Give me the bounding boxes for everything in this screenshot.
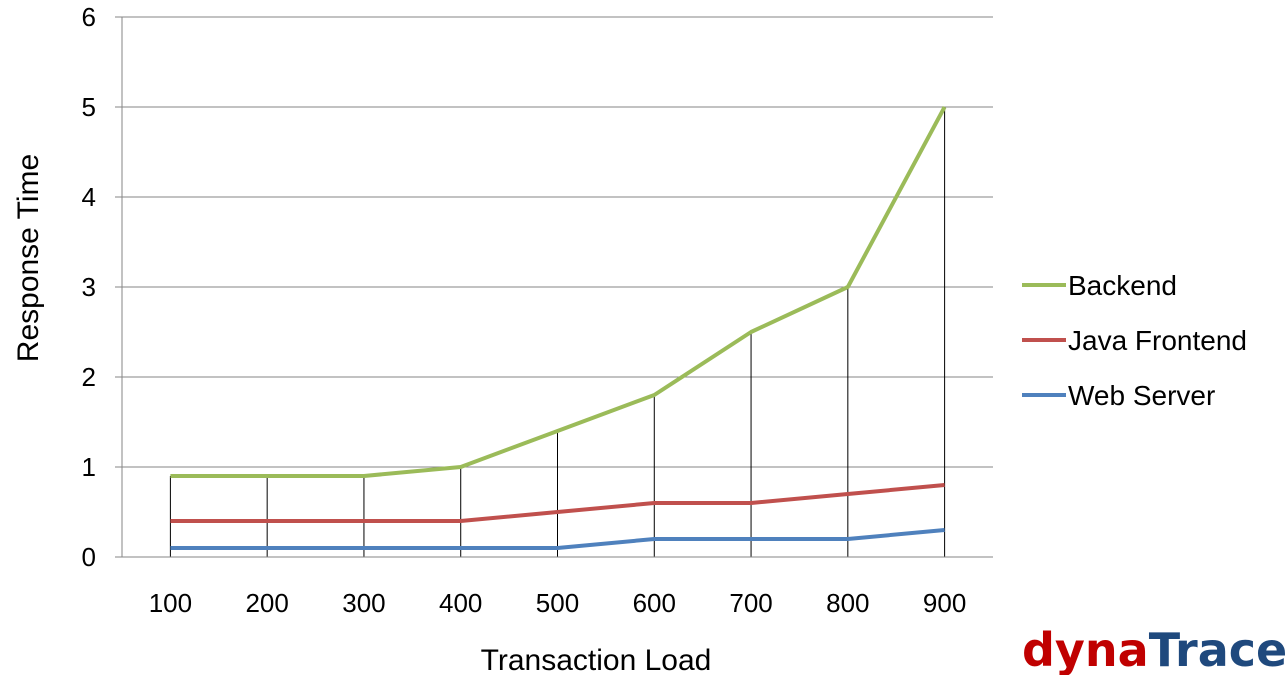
x-tick-label-500: 500	[536, 588, 579, 618]
y-tick-label-2: 2	[82, 362, 96, 392]
x-tick-label-300: 300	[342, 588, 385, 618]
legend-label-java-frontend: Java Frontend	[1068, 325, 1247, 356]
dynatrace-logo: dynaTrace	[1022, 623, 1287, 675]
x-tick-label-200: 200	[245, 588, 288, 618]
series-line-java-frontend	[170, 483, 945, 523]
series-line-backend	[170, 106, 947, 478]
y-tick-label-1: 1	[82, 452, 96, 482]
x-tick-label-400: 400	[439, 588, 482, 618]
logo-part-dyna: dyna	[1022, 623, 1149, 675]
y-tick-label-3: 3	[82, 272, 96, 302]
legend: Backend Java Frontend Web Server	[1022, 270, 1247, 411]
x-tick-label-600: 600	[633, 588, 676, 618]
y-tick-label-4: 4	[82, 182, 96, 212]
y-axis-title: Response Time	[12, 154, 45, 362]
x-tick-label-900: 900	[923, 588, 966, 618]
y-tick-label-0: 0	[82, 542, 96, 572]
y-tick-label-5: 5	[82, 92, 96, 122]
y-tick-labels: 0 1 2 3 4 5 6	[82, 2, 96, 572]
axes	[121, 17, 993, 558]
x-tick-label-800: 800	[826, 588, 869, 618]
x-tick-label-100: 100	[149, 588, 192, 618]
x-tick-label-700: 700	[729, 588, 772, 618]
drop-lines	[169, 107, 946, 557]
logo-part-trace: Trace	[1149, 623, 1287, 675]
legend-label-backend: Backend	[1068, 270, 1177, 301]
legend-label-web-server: Web Server	[1068, 380, 1215, 411]
series-lines	[170, 106, 947, 550]
y-tick-label-6: 6	[82, 2, 96, 32]
x-axis-title: Transaction Load	[481, 644, 712, 675]
series-line-web-server	[170, 528, 945, 550]
x-tick-labels: 100 200 300 400 500 600 700 800 900	[149, 588, 967, 618]
